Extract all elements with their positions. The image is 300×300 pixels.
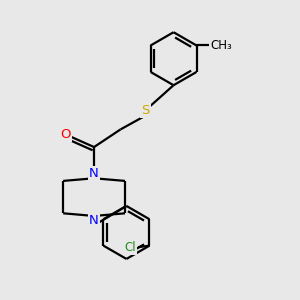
Text: CH₃: CH₃ xyxy=(210,39,232,52)
Text: N: N xyxy=(89,167,99,180)
Text: S: S xyxy=(141,104,150,117)
Text: Cl: Cl xyxy=(124,241,136,254)
Text: N: N xyxy=(89,214,99,227)
Text: O: O xyxy=(60,128,70,141)
